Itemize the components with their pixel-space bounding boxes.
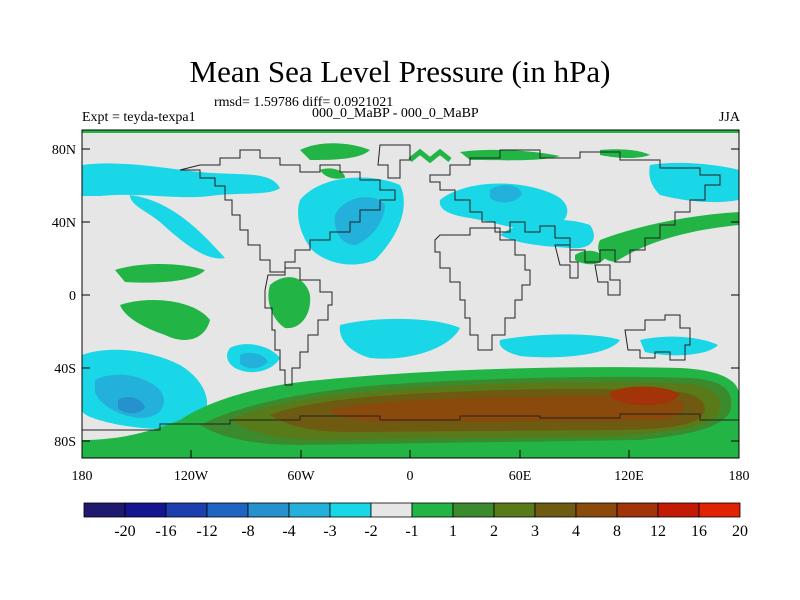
colorbar-swatch [534,502,577,518]
colorbar-swatch [493,502,536,518]
experiment-label: Expt = teyda-texpa1 [82,110,196,125]
colorbar-label: -2 [364,523,377,540]
pressure-field [82,130,739,458]
colorbar-label: -20 [114,523,135,540]
colorbar-swatch [329,502,372,518]
colorbar-swatch [698,502,741,518]
season-label: JJA [718,110,740,125]
colorbar-label: -12 [196,523,217,540]
colorbar-swatch [206,502,249,518]
colorbar-swatch [657,502,700,518]
colorbar-swatch [83,502,126,518]
lat-ticks [82,148,739,442]
colorbar-label: -1 [405,523,418,540]
lat-label: 40N [52,216,76,231]
period-label: 000_0_MaBP - 000_0_MaBP [312,106,479,121]
colorbar-label: 8 [613,523,621,540]
colorbar-label: 2 [490,523,498,540]
colorbar-label: 4 [572,523,580,540]
lat-label: 0 [69,289,76,304]
colorbar-label: -8 [241,523,254,540]
map-title: Mean Sea Level Pressure (in hPa) [189,54,611,89]
lon-ticks [81,450,740,458]
lon-label: 120E [614,469,644,484]
lon-label: 180 [729,469,750,484]
lat-label: 80N [52,143,76,158]
lat-label: 40S [54,362,76,377]
colorbar-swatch [411,502,454,518]
colorbar-swatch [616,502,659,518]
lon-label: 0 [407,469,414,484]
colorbar-swatch [370,502,413,518]
colorbar-label: -16 [155,523,176,540]
lon-label: 60W [287,469,315,484]
coastlines [82,144,739,431]
stats-label: rmsd= 1.59786 diff= 0.0921021 [214,95,394,110]
colorbar-label: 3 [531,523,539,540]
colorbar-label: 1 [449,523,457,540]
colorbar-swatch [124,502,167,518]
colorbar-label: 12 [650,523,666,540]
colorbar-swatch [247,502,290,518]
lon-label: 60E [509,469,532,484]
colorbar-label: 20 [732,523,748,540]
lat-label: 80S [54,435,76,450]
lon-label: 180 [72,469,93,484]
colorbar-swatch [288,502,331,518]
colorbar-label: -4 [282,523,295,540]
colorbar-swatch [165,502,208,518]
lon-label: 120W [174,469,209,484]
colorbar: -20 -16 -12 -8 -4 -3 -2 -1 1 2 3 4 8 12 16 20 [83,502,748,540]
colorbar-swatch [575,502,618,518]
colorbar-swatch [452,502,495,518]
colorbar-label: 16 [691,523,707,540]
colorbar-label: -3 [323,523,336,540]
